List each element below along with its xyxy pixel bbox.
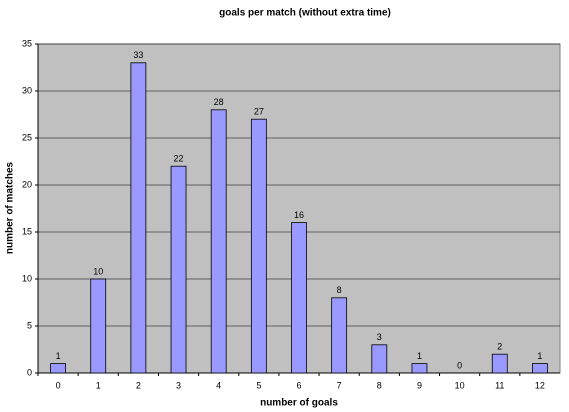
x-tick-label: 10 [455, 380, 465, 390]
bar [411, 363, 428, 374]
data-label: 3 [377, 332, 382, 342]
x-axis-label: number of goals [260, 398, 338, 409]
x-tick-label: 11 [495, 380, 504, 390]
bar [250, 118, 267, 374]
data-label: 27 [254, 107, 264, 117]
bar [90, 278, 107, 374]
y-tick-label: 15 [22, 226, 32, 236]
bar [130, 62, 147, 374]
data-label: 1 [56, 351, 61, 361]
data-label: 1 [417, 351, 422, 361]
y-tick-label: 30 [22, 85, 32, 95]
data-label: 28 [214, 97, 224, 107]
data-label: 8 [337, 285, 342, 295]
x-tick-label: 5 [256, 380, 261, 390]
bar [50, 363, 66, 374]
y-tick-label: 10 [22, 273, 32, 283]
y-tick-label: 20 [22, 179, 32, 189]
data-label: 0 [457, 360, 462, 370]
bar [371, 344, 388, 374]
x-tick-label: 8 [377, 380, 382, 390]
data-label: 10 [93, 266, 103, 276]
x-tick-label: 6 [296, 380, 301, 390]
x-tick-label: 4 [216, 380, 221, 390]
data-label: 22 [174, 154, 184, 164]
data-label: 16 [294, 210, 304, 220]
x-tick-label: 1 [96, 380, 101, 390]
bar [210, 109, 227, 374]
data-label: 1 [537, 351, 542, 361]
y-tick-label: 35 [22, 38, 32, 48]
x-tick-label: 2 [136, 380, 141, 390]
data-label: 33 [133, 50, 143, 60]
x-tick-label: 3 [176, 380, 181, 390]
bar [170, 165, 187, 374]
bar [532, 363, 548, 374]
bar [291, 222, 307, 374]
data-label: 2 [497, 342, 502, 352]
y-tick-label: 5 [27, 320, 32, 330]
y-tick-label: 0 [27, 367, 32, 377]
y-axis-label: number of matches [5, 161, 16, 254]
x-tick-label: 7 [337, 380, 342, 390]
chart-title: goals per match (without extra time) [219, 8, 391, 19]
x-tick-label: 9 [417, 380, 422, 390]
bar [491, 353, 508, 374]
x-tick-label: 12 [535, 380, 545, 390]
bar [331, 297, 348, 374]
x-tick-label: 0 [56, 380, 61, 390]
y-tick-label: 25 [22, 132, 32, 142]
